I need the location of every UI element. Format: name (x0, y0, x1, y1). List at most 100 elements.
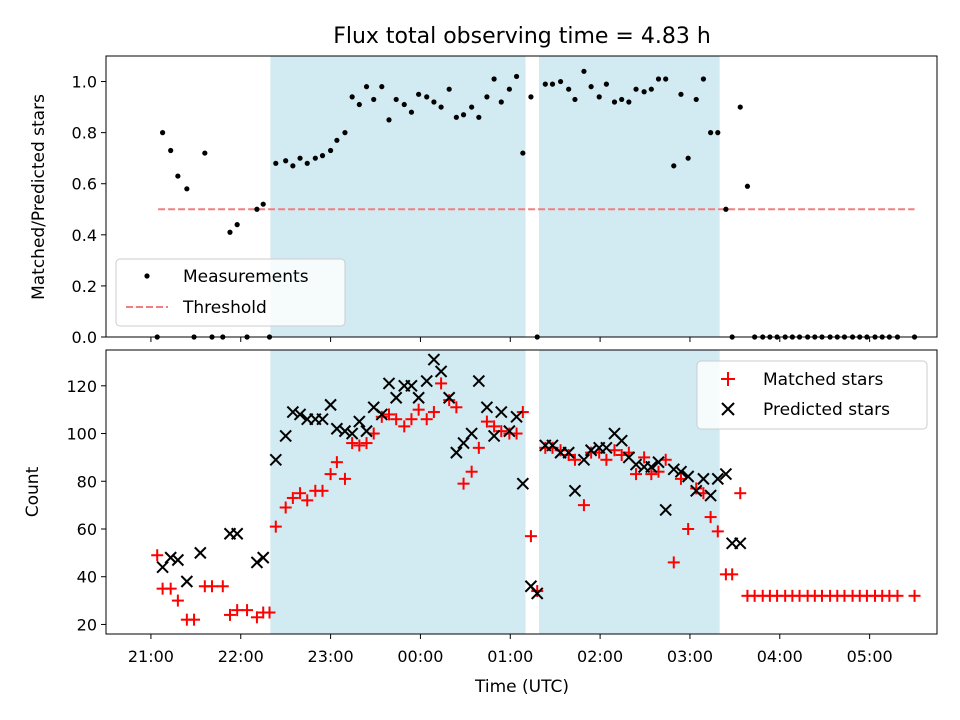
matched-star-point (600, 453, 613, 466)
measurement-point (603, 81, 609, 87)
predicted-star-point (719, 467, 733, 481)
predicted-star-point (584, 444, 598, 457)
matched-star-point (382, 408, 395, 421)
matched-star-point (250, 611, 263, 624)
predicted-star-point (338, 424, 352, 438)
measurement-point (260, 201, 266, 207)
measurement-point (304, 160, 310, 166)
legend-matched-marker (721, 372, 735, 386)
matched-star-point (726, 568, 739, 581)
predicted-star-point (420, 374, 433, 388)
bottom-shaded-regions (270, 350, 720, 634)
matched-star-point (346, 437, 359, 450)
predicted-star-point (674, 465, 688, 478)
predicted-star-point (450, 446, 463, 459)
matched-star-point (891, 589, 904, 602)
measurement-point (312, 155, 318, 161)
measurement-point (431, 99, 437, 105)
shaded-interval-2 (539, 350, 720, 634)
measurement-point (446, 86, 452, 92)
measurement-point (655, 76, 662, 82)
matched-star-point (301, 494, 314, 507)
matched-star-point (908, 589, 921, 602)
measurement-point (184, 186, 190, 192)
measurement-point (611, 99, 618, 105)
measurement-point (708, 130, 714, 136)
x-tick-label: 21:00 (128, 647, 174, 666)
predicted-star-point (269, 453, 283, 466)
predicted-star-point (345, 427, 359, 440)
measurement-point (424, 94, 430, 100)
x-tick-label: 00:00 (397, 647, 443, 666)
x-tick-label: 05:00 (847, 647, 893, 666)
measurement-point (408, 109, 415, 115)
measurement-point (234, 222, 240, 228)
top-data-points (154, 68, 918, 340)
predicted-star-point (257, 551, 270, 564)
predicted-star-point (503, 424, 516, 438)
measurement-point (744, 183, 751, 189)
predicted-star-point (330, 422, 344, 435)
matched-star-point (682, 522, 695, 535)
x-tick-label: 04:00 (757, 647, 803, 666)
top-y-tick-label: 0.6 (72, 175, 97, 194)
predicted-star-point (465, 427, 478, 440)
matched-star-point (164, 582, 177, 595)
measurement-point (693, 96, 699, 103)
matched-star-point (443, 394, 456, 407)
matched-star-point (577, 499, 590, 512)
matched-star-point (171, 594, 184, 607)
predicted-star-point (472, 374, 486, 388)
measurement-point (685, 155, 691, 161)
chart-title: Flux total observing time = 4.83 h (333, 24, 711, 49)
predicted-star-point (531, 587, 544, 600)
measurement-point (283, 158, 289, 164)
measurement-point (484, 94, 490, 100)
measurement-point (168, 147, 174, 154)
legend-measurement-marker (144, 273, 150, 279)
matched-star-point (652, 465, 665, 478)
bottom-panel: 20 40 60 80 100 120 21:00 22:00 23:00 00:00 01:00… (23, 349, 938, 697)
measurement-point (438, 104, 444, 110)
matched-star-point (488, 420, 501, 433)
measurement-point (648, 86, 654, 92)
bottom-y-tick-label: 60 (77, 520, 97, 539)
measurement-point (273, 160, 279, 166)
matched-star-point (330, 456, 343, 469)
matched-star-point (524, 530, 537, 543)
top-y-axis-label: Matched/Predicted stars (29, 94, 49, 300)
measurement-point (319, 153, 326, 159)
measurement-point (227, 229, 233, 235)
matched-star-point (734, 487, 747, 500)
measurement-point (572, 96, 578, 103)
matched-star-point (645, 468, 658, 481)
bottom-y-tick-label: 80 (77, 472, 97, 491)
predicted-star-point (487, 429, 501, 443)
predicted-star-point (171, 553, 185, 567)
matched-star-point (690, 482, 703, 495)
matched-star-point (294, 487, 307, 500)
measurement-point (506, 86, 512, 92)
matched-star-point (338, 472, 351, 485)
predicted-star-point (442, 391, 456, 404)
matched-star-point (516, 406, 529, 419)
bottom-legend: Matched stars Predicted stars (696, 360, 928, 430)
measurement-point (297, 155, 303, 161)
measurement-point (596, 94, 602, 100)
bottom-y-axis-label: Count (23, 466, 43, 517)
matched-star-point (324, 468, 337, 481)
bottom-y-tick-label: 120 (66, 377, 97, 396)
legend-predicted-marker (721, 402, 735, 416)
matched-star-point (360, 437, 373, 450)
matched-star-point (241, 604, 254, 617)
measurement-point (453, 114, 459, 120)
matched-star-point (263, 606, 276, 619)
predicted-star-point (250, 556, 264, 569)
predicted-star-point (510, 410, 523, 424)
predicted-star-point (659, 503, 672, 517)
matched-star-point (472, 441, 485, 454)
measurement-point (528, 94, 534, 100)
matched-star-point (480, 415, 493, 428)
predicted-star-point (293, 408, 307, 421)
